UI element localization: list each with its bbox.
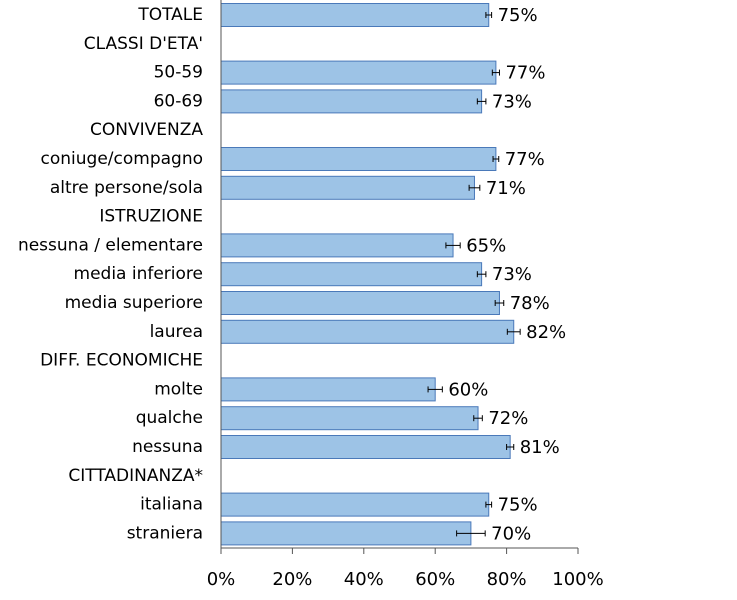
group-header-label: ISTRUZIONE <box>99 207 203 227</box>
group-header-label: CONVIVENZA <box>90 120 203 140</box>
data-label: 82% <box>526 322 566 343</box>
bar <box>220 521 472 546</box>
bar <box>220 377 436 402</box>
data-label: 72% <box>488 408 528 429</box>
category-label: 50-59 <box>154 63 203 83</box>
category-label: nessuna / elementare <box>18 235 203 255</box>
bar <box>220 262 483 287</box>
bar <box>220 147 497 171</box>
bar <box>220 233 454 258</box>
category-label: media inferiore <box>74 264 203 284</box>
data-label: 77% <box>505 63 545 84</box>
bar <box>220 435 511 459</box>
bar <box>220 3 490 27</box>
bar <box>220 319 515 344</box>
x-tick-label: 40% <box>344 569 384 590</box>
data-label: 75% <box>498 495 538 516</box>
x-tick-label: 80% <box>487 569 527 590</box>
x-tick-label: 20% <box>272 569 312 590</box>
category-label: qualche <box>136 408 203 428</box>
category-label: altre persone/sola <box>50 178 203 198</box>
category-label: TOTALE <box>137 5 203 25</box>
category-label: straniera <box>127 523 203 543</box>
bar <box>220 60 497 85</box>
rows-layer: TOTALE 75% CLASSI D'ETA' 50-59 77% 60-69 73% CO… <box>18 3 566 546</box>
category-label: nessuna <box>132 437 203 457</box>
x-tick-label: 100% <box>552 569 603 590</box>
data-label: 81% <box>520 437 560 458</box>
data-label: 73% <box>492 91 532 112</box>
group-header-label: CLASSI D'ETA' <box>84 34 203 54</box>
bar <box>220 89 483 114</box>
data-label: 77% <box>505 149 545 170</box>
group-header-label: DIFF. ECONOMICHE <box>40 351 203 371</box>
data-label: 75% <box>498 5 538 26</box>
data-label: 73% <box>492 264 532 285</box>
category-label: coniuge/compagno <box>41 149 203 169</box>
data-label: 71% <box>486 178 526 199</box>
bar <box>220 492 490 517</box>
bar <box>220 406 479 431</box>
data-label: 70% <box>491 523 531 544</box>
data-label: 65% <box>466 235 506 256</box>
x-tick-label: 60% <box>415 569 455 590</box>
x-axis: 0% 20% 40% 60% 80% 100% <box>207 0 604 590</box>
category-label: italiana <box>140 495 203 515</box>
group-header-label: CITTADINANZA* <box>68 466 203 486</box>
bar <box>220 175 475 200</box>
data-label: 60% <box>448 379 488 400</box>
data-label: 78% <box>510 293 550 314</box>
category-label: 60-69 <box>154 91 203 111</box>
category-label: media superiore <box>65 293 203 313</box>
category-label: molte <box>154 379 203 399</box>
bar <box>220 291 500 315</box>
x-tick-label: 0% <box>207 569 236 590</box>
category-label: laurea <box>150 322 203 342</box>
